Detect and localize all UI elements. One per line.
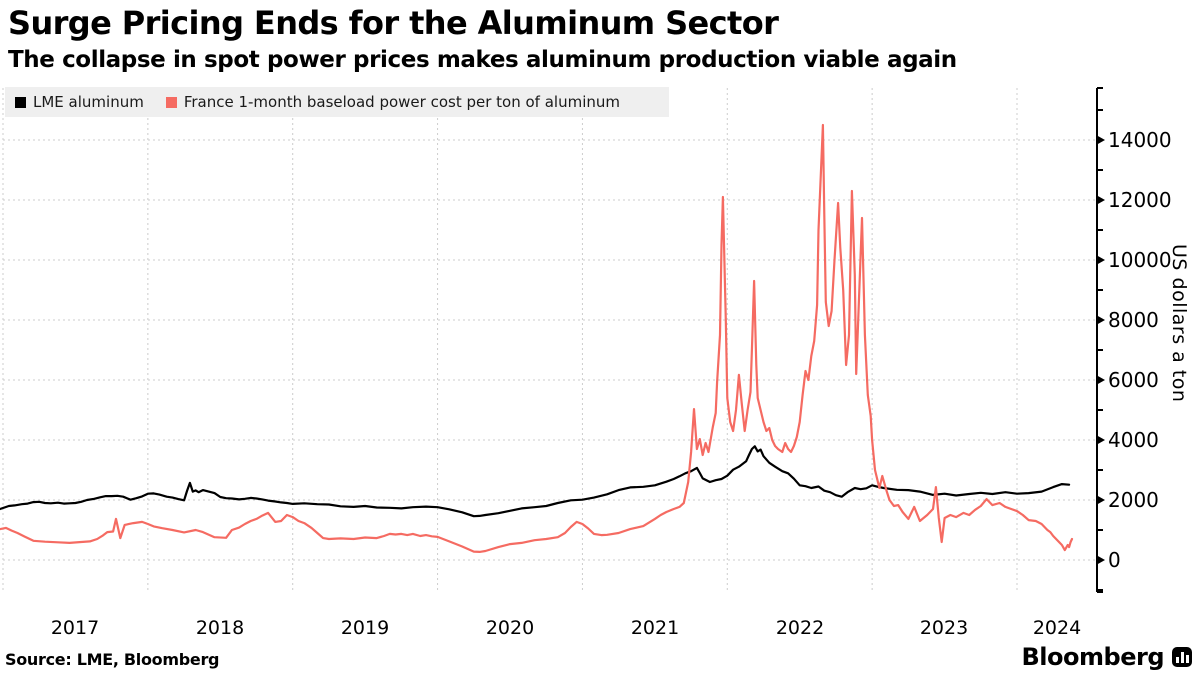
x-tick-label: 2023 — [919, 617, 969, 639]
y-tick-label: 4000 — [1108, 428, 1159, 452]
y-tick-label: 6000 — [1108, 368, 1159, 392]
y-tick-label: 0 — [1108, 548, 1121, 572]
y-tick-label: 8000 — [1108, 308, 1159, 332]
x-tick-label: 2019 — [340, 617, 390, 639]
france-power-swatch-icon — [165, 96, 177, 108]
y-tick-label: 10000 — [1108, 248, 1172, 272]
chart-legend: LME aluminum France 1-month baseload pow… — [5, 87, 669, 117]
page-title: Surge Pricing Ends for the Aluminum Sect… — [8, 4, 779, 42]
x-tick-label: 2018 — [195, 617, 245, 639]
x-tick-label: 2017 — [50, 617, 100, 639]
y-axis-title: US dollars a ton — [1168, 244, 1190, 403]
bloomberg-bar-chart-icon — [1172, 647, 1192, 667]
legend-item-france-power: France 1-month baseload power cost per t… — [165, 93, 620, 111]
bloomberg-wordmark: Bloomberg — [1021, 643, 1165, 671]
x-tick-label: 2020 — [485, 617, 535, 639]
legend-item-lme-aluminum: LME aluminum — [15, 93, 144, 111]
lme-aluminum-swatch-icon — [15, 96, 26, 108]
y-tick-label: 14000 — [1108, 128, 1172, 152]
y-tick-label: 2000 — [1108, 488, 1159, 512]
y-tick-label: 12000 — [1108, 188, 1172, 212]
x-tick-label: 2021 — [630, 617, 680, 639]
source-note: Source: LME, Bloomberg — [5, 650, 220, 669]
x-tick-label: 2024 — [1032, 617, 1082, 639]
legend-label: LME aluminum — [33, 93, 144, 111]
bloomberg-branding: Bloomberg — [1022, 643, 1192, 671]
page-subtitle: The collapse in spot power prices makes … — [8, 47, 957, 73]
legend-label: France 1-month baseload power cost per t… — [183, 93, 620, 111]
x-tick-label: 2022 — [775, 617, 825, 639]
